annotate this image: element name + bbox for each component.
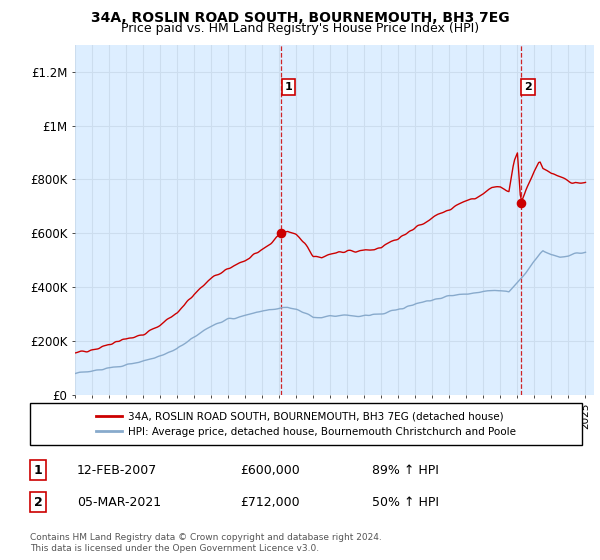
Legend: 34A, ROSLIN ROAD SOUTH, BOURNEMOUTH, BH3 7EG (detached house), HPI: Average pric: 34A, ROSLIN ROAD SOUTH, BOURNEMOUTH, BH3… [92,408,520,441]
Text: 05-MAR-2021: 05-MAR-2021 [77,496,161,509]
Text: 34A, ROSLIN ROAD SOUTH, BOURNEMOUTH, BH3 7EG: 34A, ROSLIN ROAD SOUTH, BOURNEMOUTH, BH3… [91,11,509,25]
Text: 2: 2 [34,496,43,509]
FancyBboxPatch shape [30,403,582,445]
Text: 89% ↑ HPI: 89% ↑ HPI [372,464,439,477]
Text: £712,000: £712,000 [240,496,299,509]
Text: £600,000: £600,000 [240,464,299,477]
Text: 50% ↑ HPI: 50% ↑ HPI [372,496,439,509]
Text: Contains HM Land Registry data © Crown copyright and database right 2024.
This d: Contains HM Land Registry data © Crown c… [30,533,382,553]
Text: 2: 2 [524,82,532,92]
Point [516,199,526,208]
Text: 12-FEB-2007: 12-FEB-2007 [77,464,157,477]
Text: 1: 1 [284,82,292,92]
Text: 1: 1 [34,464,43,477]
Text: Price paid vs. HM Land Registry's House Price Index (HPI): Price paid vs. HM Land Registry's House … [121,22,479,35]
Point [277,229,286,238]
